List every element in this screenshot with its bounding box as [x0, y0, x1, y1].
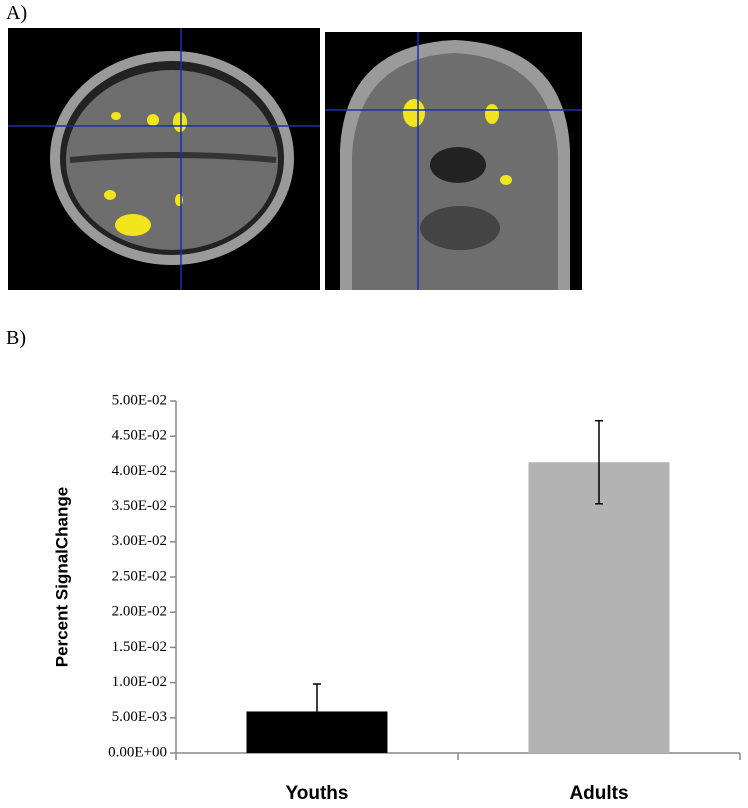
brain-coronal-image: [325, 32, 582, 290]
x-tick-label: Adults: [569, 783, 628, 804]
y-tick-label: 5.00E-02: [112, 392, 167, 408]
y-tick-label: 1.50E-02: [112, 639, 167, 655]
y-tick-label: 5.00E-03: [112, 709, 167, 725]
y-tick-label: 1.00E-02: [112, 674, 167, 690]
y-tick-label: 0.00E+00: [108, 744, 167, 760]
y-tick-label: 3.50E-02: [112, 498, 167, 514]
error-bar: [313, 683, 321, 740]
y-axis-title: Percent SignalChange: [52, 487, 71, 667]
x-tick-label: Youths: [286, 783, 349, 804]
y-tick-label: 2.50E-02: [112, 568, 167, 584]
y-tick-label: 4.50E-02: [112, 428, 167, 444]
error-bar: [595, 419, 603, 505]
panel-label: B): [6, 327, 26, 349]
y-tick-label: 3.00E-02: [112, 533, 167, 549]
bar: [528, 462, 670, 753]
y-tick-label: 4.00E-02: [112, 463, 167, 479]
panel-label: A): [6, 2, 27, 24]
brain-axial-image: [8, 28, 320, 290]
y-tick-label: 2.00E-02: [112, 604, 167, 620]
